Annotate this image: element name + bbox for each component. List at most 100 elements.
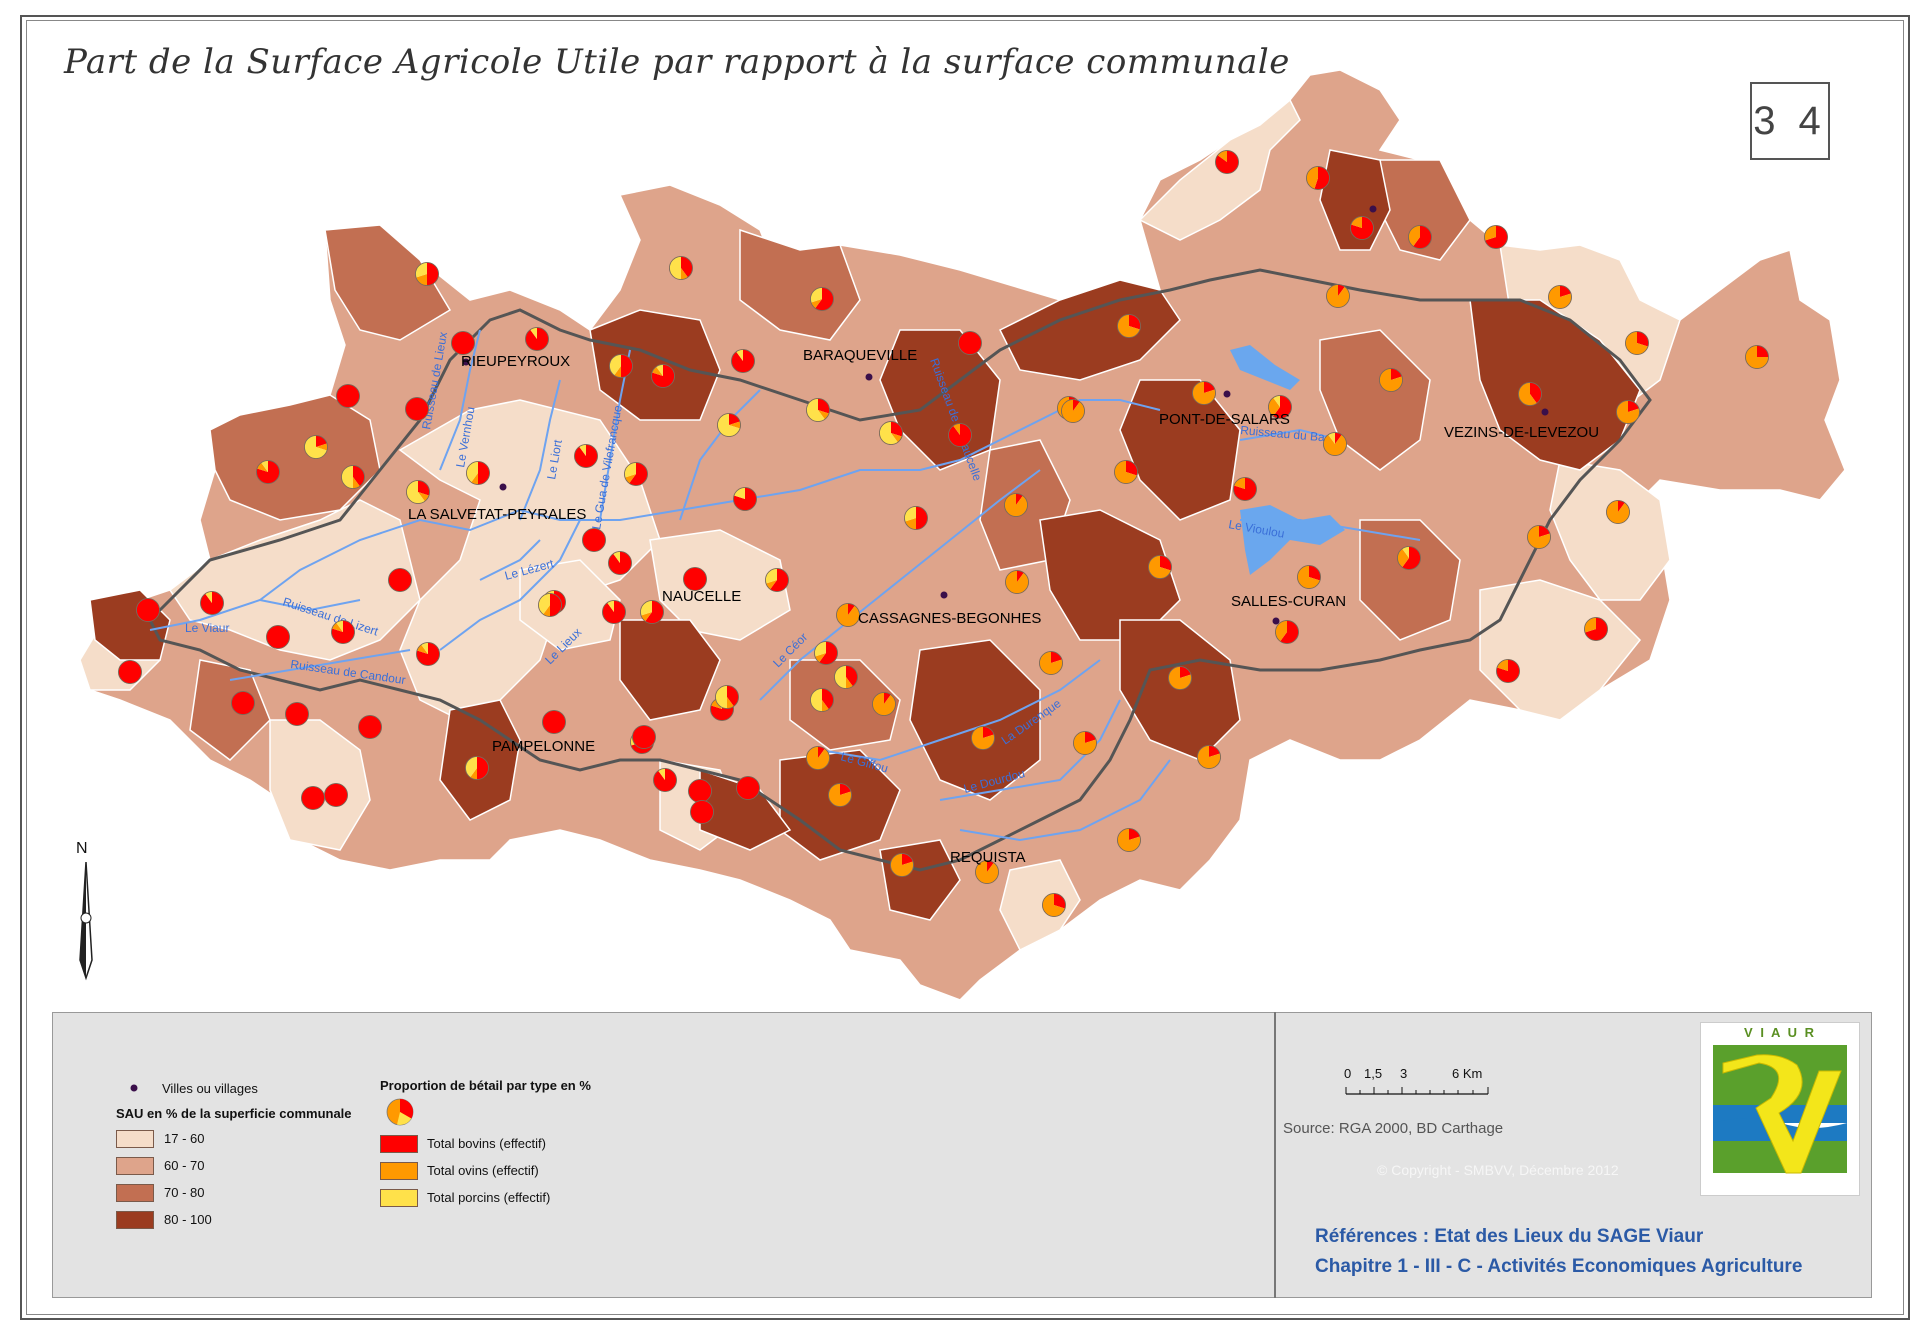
livestock-pie (765, 568, 789, 592)
pie-ring (405, 397, 429, 421)
commune-class3 (189, 659, 271, 761)
livestock-pie (1039, 651, 1063, 675)
pie-slice-bovins (1273, 395, 1292, 419)
pie-slice-bovins (231, 691, 255, 715)
pie-ring (715, 685, 739, 709)
livestock-pie (1745, 345, 1769, 369)
livestock-pie (717, 413, 741, 437)
pie-slice-ovins (975, 860, 999, 884)
pie-slice-porcins (336, 620, 343, 632)
pie-slice-porcins (834, 665, 846, 689)
pie-ring (1197, 745, 1221, 769)
pie-ring (1039, 651, 1063, 675)
scale-tick-1: 1,5 (1364, 1066, 1383, 1081)
livestock-pie (1197, 745, 1221, 769)
pie-ring (285, 702, 309, 726)
village-dot (1541, 408, 1549, 416)
livestock-pie (958, 331, 982, 355)
pie-slice-ovins (811, 299, 822, 309)
pie-ring (640, 600, 664, 624)
livestock-pie (582, 528, 606, 552)
pie-slice-bovins (983, 726, 994, 738)
pie-slice-ovins (1548, 285, 1572, 309)
north-label: N (76, 840, 88, 857)
commune-class3 (324, 224, 452, 341)
source-text: Source: RGA 2000, BD Carthage (1283, 1120, 1504, 1137)
pie-ring (1306, 166, 1330, 190)
legend-swatch-porcins (380, 1189, 418, 1207)
pie-ring (231, 691, 255, 715)
lake-pont-de-salars (1230, 345, 1300, 390)
livestock-pies (118, 150, 1769, 917)
pie-slice-porcins (734, 487, 745, 499)
pie-ring (1606, 500, 1630, 524)
pie-slice-porcins (579, 444, 586, 456)
legend-ovins-label: Total ovins (effectif) (427, 1163, 539, 1178)
pie-ring (451, 331, 475, 355)
livestock-pie (948, 423, 972, 447)
livestock-pie (640, 600, 664, 624)
pie-ring (609, 354, 633, 378)
town-label-pampelonne: PAMPELONNE (492, 738, 595, 755)
livestock-pie (1326, 284, 1350, 308)
pie-slice-ovins (828, 783, 852, 807)
pie-ring (1584, 617, 1608, 641)
pie-slice-bovins (451, 331, 475, 355)
pie-ring (358, 715, 382, 739)
pie-slice-bovins (629, 462, 648, 486)
pie-slice-bovins (1757, 345, 1769, 357)
livestock-pie (451, 331, 475, 355)
pie-slice-bovins (478, 461, 490, 485)
pie-slice-bovins (822, 688, 834, 710)
viaur-logo: V I A U R (1700, 1022, 1860, 1196)
village-dot (1272, 617, 1280, 625)
logo-graphic-icon (1713, 1045, 1847, 1174)
pie-ring (266, 625, 290, 649)
river-liort (519, 379, 561, 521)
pie-slice-bovins (1085, 731, 1096, 743)
river-label: Le Viaur (185, 621, 229, 635)
pie-ring (341, 465, 365, 489)
pie-slice-porcins (810, 688, 822, 712)
pie-ring (651, 364, 675, 388)
livestock-pie (1584, 617, 1608, 641)
livestock-pie (690, 800, 714, 824)
livestock-pie (890, 853, 914, 877)
pie-slice-bovins (1413, 225, 1432, 249)
livestock-pie (651, 364, 675, 388)
pie-slice-bovins (316, 435, 327, 447)
pie-slice-bovins (690, 800, 714, 824)
outer-frame (20, 15, 1910, 1320)
livestock-pie (1073, 731, 1097, 755)
pie-slice-ovins (1408, 225, 1420, 247)
pie-slice-bovins (683, 567, 707, 591)
pie-slice-bovins (405, 397, 429, 421)
livestock-pie (733, 487, 757, 511)
pie-slice-bovins (632, 725, 656, 749)
pie-ring (582, 528, 606, 552)
pie-slice-porcins (904, 506, 916, 522)
pie-slice-porcins (1402, 546, 1409, 558)
pie-slice-bovins (1585, 617, 1608, 641)
pie-slice-bovins (1160, 555, 1172, 571)
pie-ring (574, 444, 598, 468)
pie-slice-porcins (421, 642, 428, 654)
pie-slice-ovins (953, 423, 960, 435)
livestock-pie (632, 725, 656, 749)
pie-ring (1117, 314, 1141, 338)
pie-slice-bovins (1129, 314, 1141, 330)
pie-slice-bovins (358, 715, 382, 739)
legend-class3-label: 70 - 80 (164, 1185, 205, 1200)
pie-slice-porcins (341, 465, 353, 489)
pie-slice-bovins (916, 506, 928, 530)
pie-slice-ovins (1268, 397, 1280, 417)
livestock-pie (1268, 395, 1292, 419)
pie-ring (1233, 477, 1257, 501)
north-arrow-icon (79, 861, 93, 981)
pie-ring (1518, 382, 1542, 406)
livestock-pie (1117, 828, 1141, 852)
pie-slice-porcins (717, 413, 740, 437)
livestock-pie (1004, 493, 1028, 517)
pie-slice-ovins (1039, 651, 1063, 675)
